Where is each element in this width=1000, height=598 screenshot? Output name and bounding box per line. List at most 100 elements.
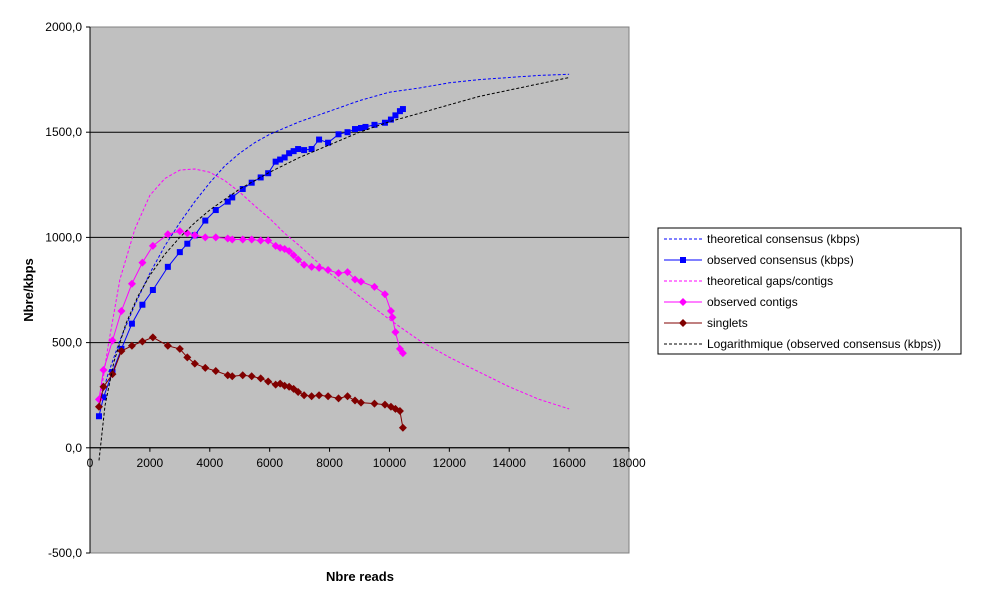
x-tick-label: 0: [87, 456, 94, 470]
axes: -500,0 0,0 500,0 1000,0 1500,0 2000,0 0 2000 400…: [45, 20, 646, 560]
data-point: [395, 406, 404, 415]
data-point: [356, 277, 365, 286]
data-point: [300, 391, 309, 400]
series-line: [98, 168, 570, 410]
data-point: [212, 207, 219, 214]
x-tick-label: 16000: [552, 456, 586, 470]
x-tick-label: 18000: [612, 456, 646, 470]
data-point: [239, 186, 246, 193]
data-point: [308, 146, 315, 153]
data-point: [108, 336, 117, 345]
data-point: [183, 353, 192, 362]
data-point: [301, 147, 308, 154]
data-point: [201, 363, 210, 372]
data-point: [362, 123, 369, 130]
series-2: [95, 106, 406, 420]
x-tick-label: 8000: [316, 456, 343, 470]
series-6: [98, 77, 570, 461]
data-point: [264, 377, 273, 386]
data-point: [398, 349, 407, 358]
data-point: [286, 150, 293, 157]
data-point: [175, 227, 184, 236]
series-3: [98, 168, 570, 410]
data-point: [325, 139, 332, 146]
data-point: [315, 391, 324, 400]
x-tick-label: 10000: [373, 456, 407, 470]
x-tick-label: 12000: [433, 456, 467, 470]
data-point: [184, 240, 191, 247]
series-line: [98, 73, 570, 406]
data-point: [247, 235, 256, 244]
data-point: [117, 307, 126, 316]
data-point: [148, 241, 157, 250]
series-4: [94, 227, 407, 404]
data-point: [128, 320, 135, 327]
data-point: [238, 371, 247, 380]
data-point: [264, 236, 273, 245]
data-point: [399, 106, 406, 113]
y-tick-label: 1000,0: [45, 230, 82, 244]
data-point: [388, 313, 397, 322]
legend-marker: [679, 319, 687, 327]
data-point: [94, 402, 103, 411]
data-point: [371, 121, 378, 128]
legend-marker: [679, 298, 687, 306]
data-point: [386, 307, 395, 316]
data-point: [163, 341, 172, 350]
data-point: [381, 119, 388, 126]
data-point: [351, 396, 360, 405]
data-point: [256, 374, 265, 383]
data-point: [334, 269, 343, 278]
data-point: [344, 129, 351, 136]
data-point: [277, 156, 284, 163]
legend: theoretical consensus (kbps) observed con…: [657, 227, 962, 355]
data-point: [164, 263, 171, 270]
data-point: [176, 249, 183, 256]
data-point: [370, 399, 379, 408]
data-point: [175, 344, 184, 353]
data-point: [149, 287, 156, 293]
data-point: [163, 230, 172, 239]
y-tick-label: 2000,0: [45, 20, 82, 34]
legend-label: theoretical gaps/contigs: [707, 274, 833, 288]
data-point: [316, 136, 323, 143]
x-axis-title: Nbre reads: [326, 569, 394, 584]
x-tick-label: 4000: [196, 456, 223, 470]
data-point: [224, 198, 231, 205]
data-point: [343, 392, 352, 401]
series-layer: [94, 73, 570, 461]
legend-label: observed contigs: [707, 295, 798, 309]
data-point: [99, 365, 108, 374]
data-point: [370, 282, 379, 291]
data-point: [117, 347, 126, 356]
legend-label: theoretical consensus (kbps): [707, 232, 860, 246]
data-point: [238, 235, 247, 244]
y-tick-label: 1500,0: [45, 125, 82, 139]
data-point: [138, 337, 147, 346]
data-point: [324, 392, 333, 401]
x-tick-label: 6000: [256, 456, 283, 470]
y-tick-label: -500,0: [48, 546, 82, 560]
legend-label: singlets: [707, 316, 748, 330]
data-point: [324, 266, 333, 275]
data-point: [139, 301, 146, 308]
x-tick-label: 14000: [493, 456, 527, 470]
data-point: [294, 255, 303, 264]
data-point: [295, 146, 302, 153]
data-point: [127, 341, 136, 350]
data-point: [257, 174, 264, 181]
data-point: [289, 251, 298, 260]
data-point: [290, 148, 297, 155]
data-point: [315, 263, 324, 272]
data-point: [228, 372, 237, 381]
data-point: [190, 231, 199, 240]
data-point: [285, 247, 294, 256]
legend-label: observed consensus (kbps): [707, 253, 854, 267]
data-point: [334, 394, 343, 403]
legend-box: [657, 227, 962, 355]
data-point: [281, 154, 288, 161]
legend-marker: [680, 257, 686, 263]
data-point: [391, 328, 400, 337]
data-point: [398, 423, 407, 432]
